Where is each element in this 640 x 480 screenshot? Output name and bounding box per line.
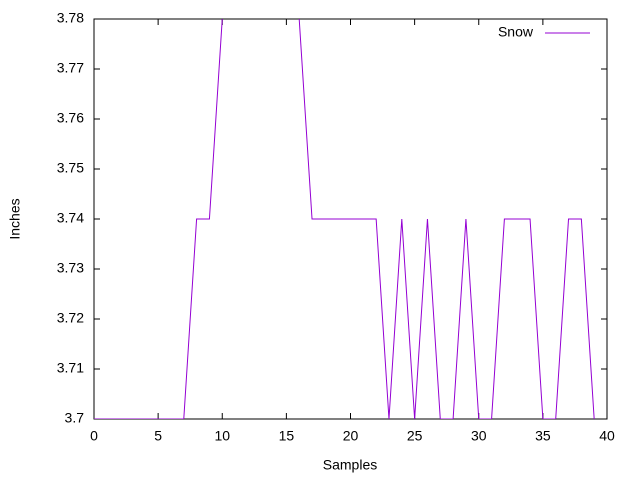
x-tick-label: 0 xyxy=(90,428,98,444)
y-tick-label: 3.72 xyxy=(57,310,84,326)
y-tick-label: 3.74 xyxy=(57,210,84,226)
y-tick-label: 3.73 xyxy=(57,260,84,276)
x-tick-label: 10 xyxy=(214,428,230,444)
x-tick-label: 35 xyxy=(535,428,551,444)
y-tick-label: 3.76 xyxy=(57,110,84,126)
y-tick-label: 3.7 xyxy=(65,410,85,426)
data-line xyxy=(94,19,595,419)
x-tick-label: 25 xyxy=(407,428,423,444)
x-tick-label: 5 xyxy=(154,428,162,444)
x-tick-label: 15 xyxy=(279,428,295,444)
y-axis-label: Inches xyxy=(7,198,23,239)
legend-label: Snow xyxy=(498,24,534,40)
y-tick-label: 3.75 xyxy=(57,160,84,176)
y-tick-label: 3.78 xyxy=(57,10,84,26)
x-tick-label: 30 xyxy=(471,428,487,444)
y-tick-label: 3.77 xyxy=(57,60,84,76)
x-tick-label: 40 xyxy=(599,428,615,444)
y-tick-label: 3.71 xyxy=(57,360,84,376)
x-axis-label: Samples xyxy=(323,457,377,473)
x-tick-label: 20 xyxy=(343,428,359,444)
